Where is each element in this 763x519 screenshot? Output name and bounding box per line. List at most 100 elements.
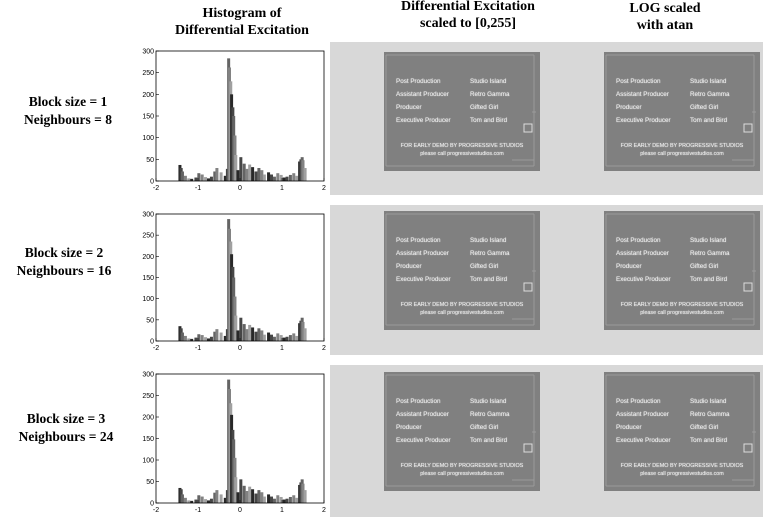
row-label-2: Block size = 2 Neighbours = 16 — [16, 245, 112, 278]
image-texture — [385, 54, 536, 167]
histogram-bar — [245, 329, 249, 341]
histogram-bar — [279, 335, 283, 341]
credit-role: Assistant Producer — [616, 411, 669, 418]
histogram-bar — [270, 334, 273, 341]
histogram-bar — [223, 497, 227, 503]
credit-role: Post Production — [396, 398, 441, 405]
histogram-bar — [288, 335, 292, 341]
excitation-image-1: Post Production Assistant Producer Produce… — [384, 52, 540, 171]
row-label-1: Block size = 1 Neighbours = 8 — [24, 94, 112, 127]
footer-line: FOR EARLY DEMO BY PROGRESSIVE STUDIOS — [620, 302, 744, 308]
credit-role: Executive Producer — [616, 276, 671, 283]
histogram-bar — [285, 176, 289, 181]
histogram-bar — [303, 168, 307, 181]
credit-name: Retro Gamma — [470, 91, 510, 98]
histogram-bar — [276, 173, 280, 181]
histogram-bar — [251, 167, 255, 181]
footer-line: please call progressivestudios.com — [640, 310, 724, 316]
credit-name: Studio Island — [470, 237, 507, 244]
histogram-bar — [234, 315, 238, 341]
x-tick-label: 1 — [280, 185, 284, 192]
histogram-chart-2: 0 50 100 150 200 250 300 -2 -1 0 1 2 — [142, 212, 326, 353]
footer-line: please call progressivestudios.com — [640, 151, 724, 157]
x-tick-label: -2 — [153, 185, 159, 192]
histogram-bar — [254, 171, 258, 181]
histogram-bar — [190, 500, 194, 503]
footer-line: please call progressivestudios.com — [640, 471, 724, 477]
y-tick-label: 300 — [142, 372, 154, 379]
y-tick-label: 250 — [142, 70, 154, 77]
histogram-bar — [292, 333, 296, 341]
histogram-bar — [204, 499, 208, 503]
credit-role: Producer — [396, 104, 422, 111]
credit-name: Gifted Girl — [470, 424, 499, 431]
excitation-image-2: Post Production Assistant Producer Produce… — [384, 211, 540, 330]
credit-name: Studio Island — [470, 398, 507, 405]
y-tick-label: 100 — [142, 135, 154, 142]
credit-role: Producer — [616, 104, 642, 111]
credit-name: Retro Gamma — [470, 411, 510, 418]
y-tick-label: 50 — [146, 317, 154, 324]
histogram-bar — [260, 330, 264, 341]
credit-role: Producer — [616, 424, 642, 431]
y-tick-label: 200 — [142, 254, 154, 261]
credit-name: Tom and Bird — [470, 276, 508, 283]
credit-name: Gifted Girl — [690, 424, 719, 431]
image-corner-mark — [743, 282, 753, 292]
histogram-bar — [183, 175, 187, 181]
credit-name: Retro Gamma — [690, 411, 730, 418]
histogram-bar — [270, 496, 273, 503]
histogram-bar — [190, 338, 194, 341]
histogram-bar — [204, 337, 208, 341]
footer-line: FOR EARLY DEMO BY PROGRESSIVE STUDIOS — [620, 143, 744, 149]
x-tick-label: -2 — [153, 345, 159, 352]
histogram-bar — [239, 479, 243, 503]
histogram-bar — [288, 174, 292, 181]
histogram-bar — [187, 500, 191, 503]
histogram-bar — [251, 327, 255, 341]
x-tick-label: -2 — [153, 507, 159, 514]
histogram-bar — [272, 176, 276, 181]
histogram-bar — [301, 321, 305, 341]
histogram-bar — [260, 492, 264, 503]
histogram-bar — [204, 177, 208, 181]
x-tick-label: -1 — [195, 507, 201, 514]
histogram-bar — [301, 160, 305, 181]
y-tick-label: 150 — [142, 114, 154, 121]
y-tick-label: 150 — [142, 436, 154, 443]
x-tick-label: 0 — [238, 185, 242, 192]
histogram-bar — [200, 174, 204, 181]
histogram-bar — [209, 498, 213, 503]
histogram-bar — [272, 336, 276, 341]
histogram-chart-3: 0 50 100 150 200 250 300 -2 -1 0 1 2 — [142, 372, 326, 515]
histogram-bar — [295, 335, 299, 341]
histogram-bar — [209, 336, 213, 341]
y-tick-label: 0 — [150, 501, 154, 508]
histogram-panel-1: 0 50 100 150 200 250 300 -2 -1 0 1 2 — [136, 42, 330, 195]
footer-line: please call progressivestudios.com — [420, 310, 504, 316]
histogram-bar — [285, 498, 289, 503]
credit-name: Studio Island — [470, 78, 507, 85]
histogram-bar — [236, 492, 240, 503]
x-tick-label: 0 — [238, 345, 242, 352]
credit-role: Executive Producer — [616, 437, 671, 444]
credit-role: Producer — [396, 424, 422, 431]
histogram-bar — [279, 174, 283, 181]
y-tick-label: 0 — [150, 179, 154, 186]
histogram-panel-2: 0 50 100 150 200 250 300 -2 -1 0 1 2 — [136, 205, 330, 355]
histogram-bar — [180, 171, 184, 181]
x-tick-label: 2 — [322, 507, 326, 514]
y-tick-label: 200 — [142, 92, 154, 99]
credit-name: Studio Island — [690, 398, 727, 405]
credit-role: Post Production — [616, 237, 661, 244]
histogram-bar — [234, 477, 238, 503]
histogram-bar — [187, 178, 191, 181]
credit-role: Assistant Producer — [396, 91, 449, 98]
credit-role: Assistant Producer — [396, 411, 449, 418]
credit-role: Executive Producer — [396, 117, 451, 124]
histogram-bar — [285, 336, 289, 341]
histogram-bar — [303, 328, 307, 341]
log-atan-image-3: Post Production Assistant Producer Produce… — [604, 372, 760, 491]
y-tick-label: 300 — [142, 212, 154, 219]
histogram-bar — [200, 496, 204, 503]
